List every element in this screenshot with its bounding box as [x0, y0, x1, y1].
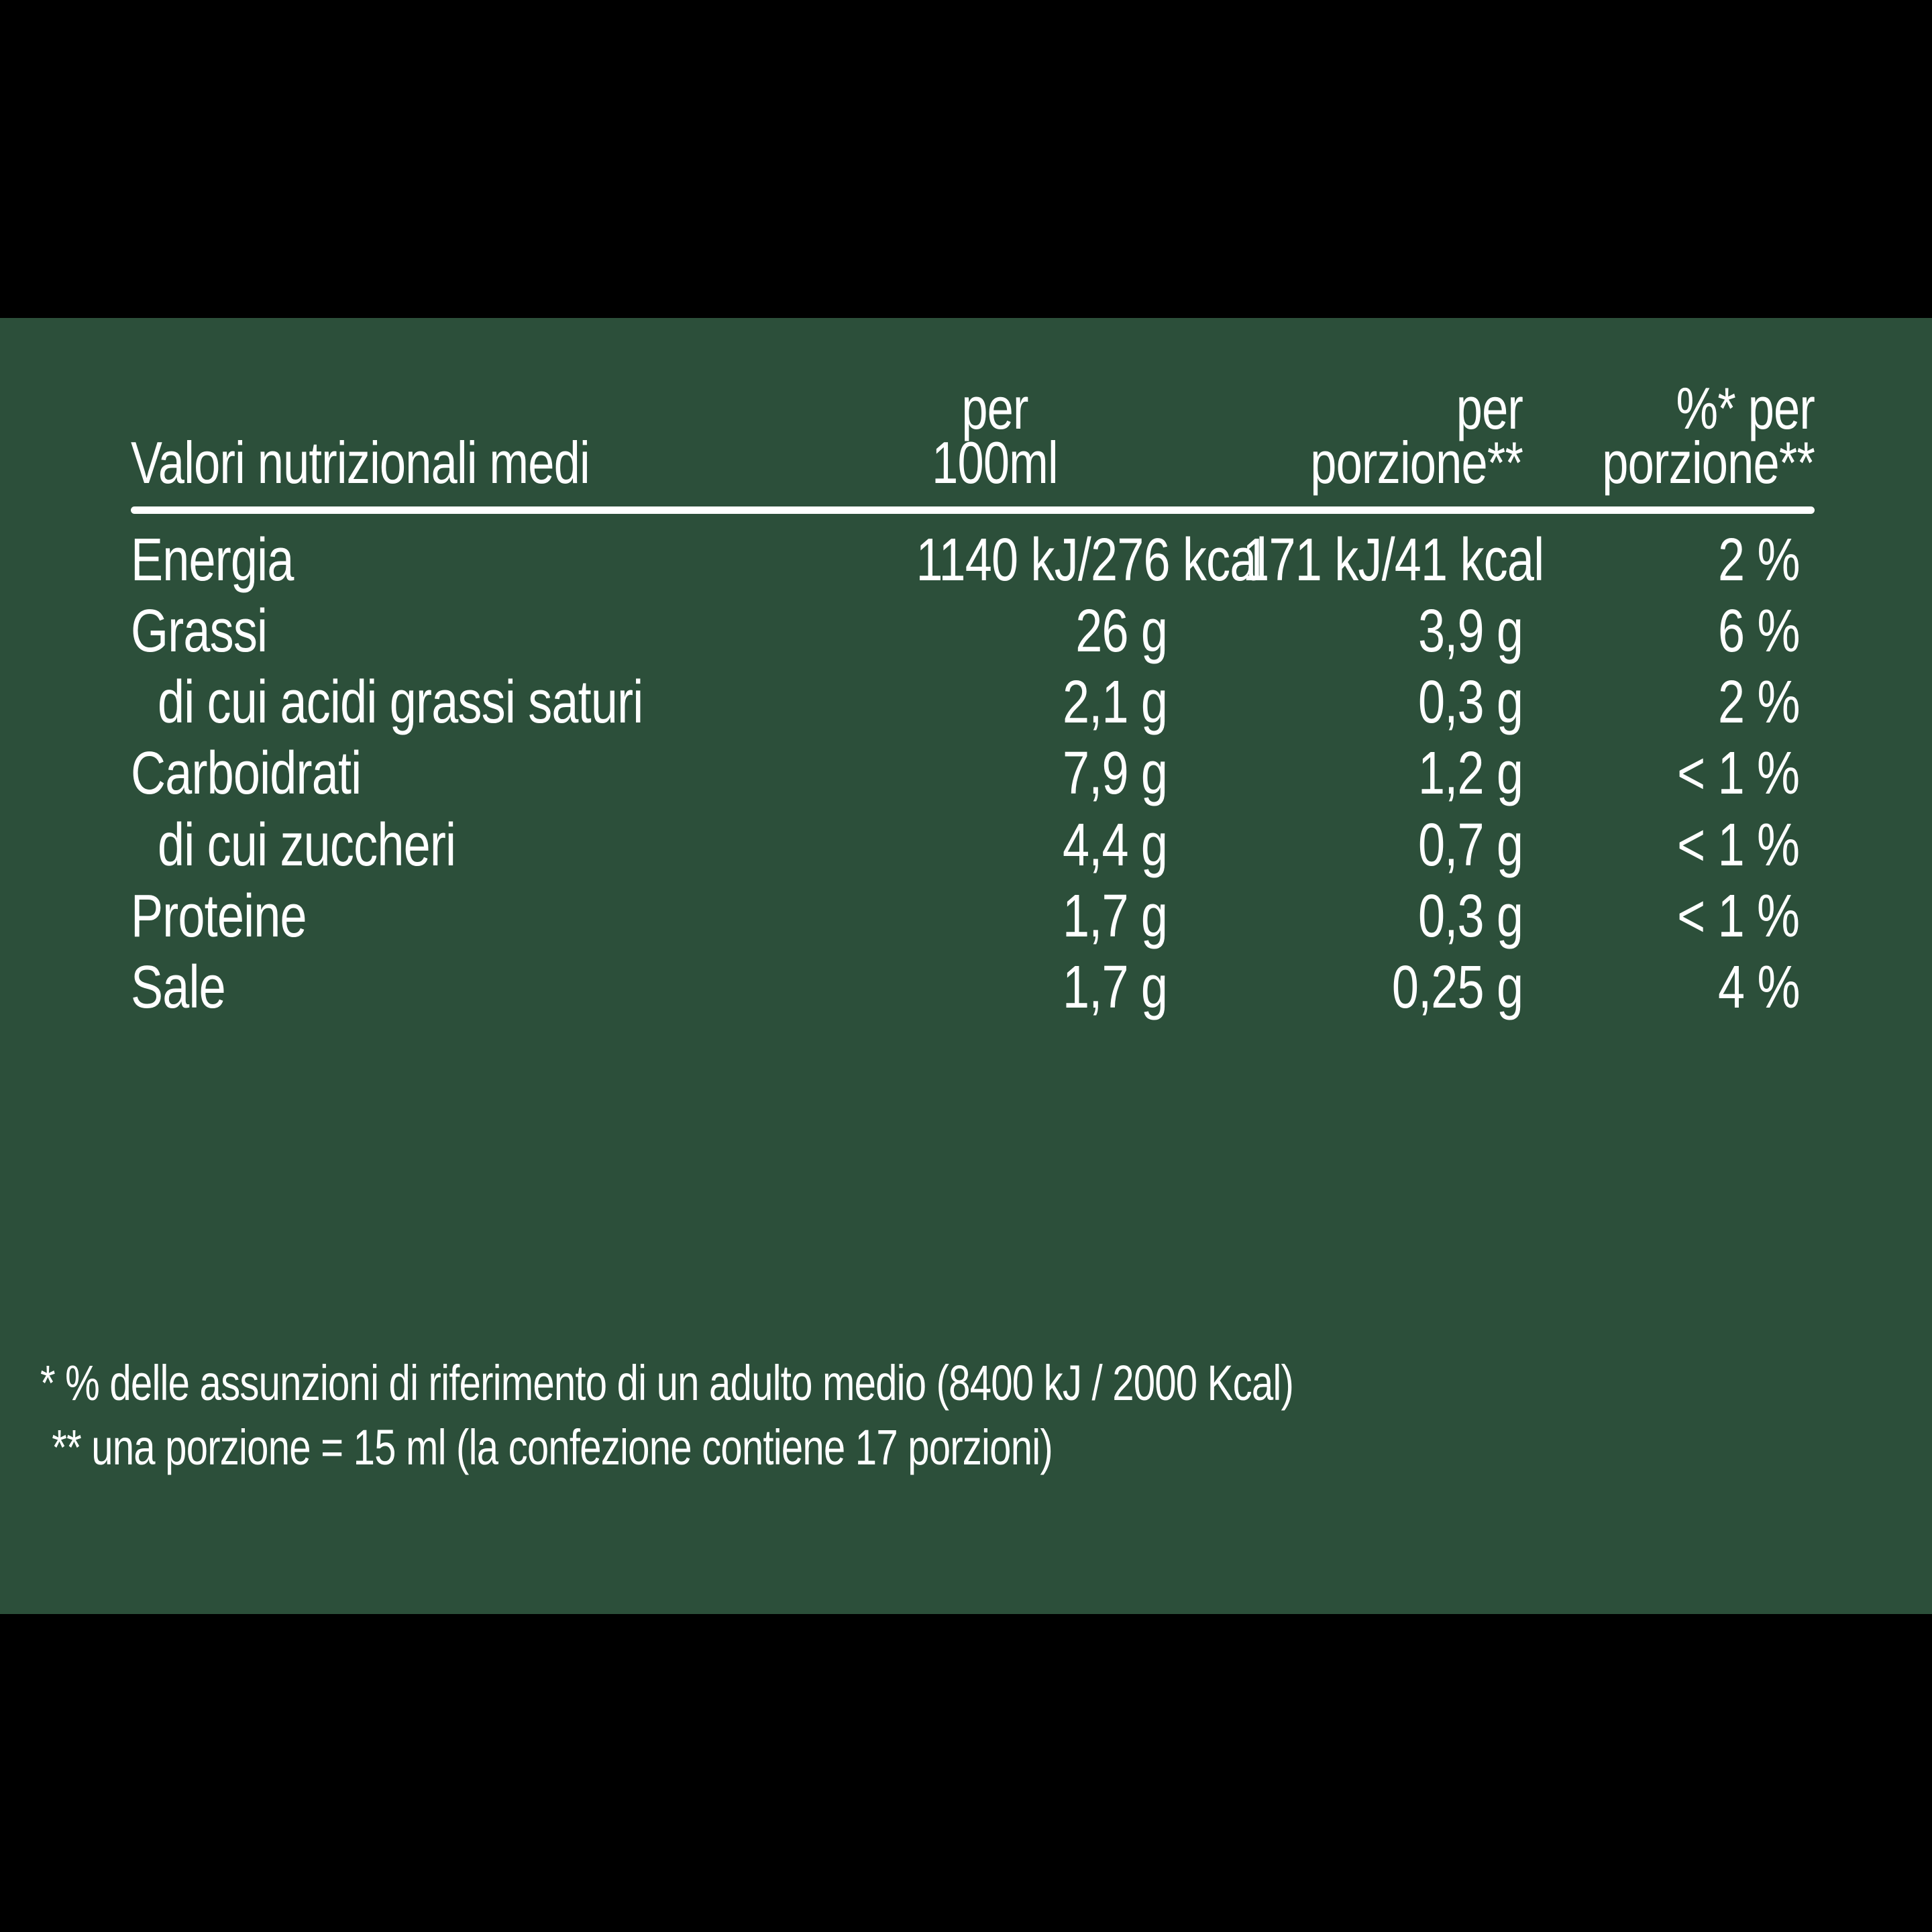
table-title-line2: medi — [489, 429, 590, 496]
value-per-porzione: 0,3 g — [1167, 881, 1523, 952]
footnote-portion-size-text: ** una porzione = 15 ml (la confezione c… — [52, 1419, 1053, 1476]
value-per-porzione-text: 171 kJ/41 kcal — [1242, 526, 1544, 594]
value-pct-per-porzione-text: 2 % — [1717, 526, 1800, 594]
header-row: Valori nutrizionali medi per 100ml per — [131, 375, 1815, 500]
nutrition-panel: Valori nutrizionali medi per 100ml per — [0, 318, 1932, 1614]
column-header-per-porzione: per porzione** — [1167, 375, 1523, 500]
value-pct-per-porzione-text: 6 % — [1717, 598, 1800, 665]
nutrient-label-text: Proteine — [131, 882, 307, 950]
value-per-porzione: 0,7 g — [1167, 810, 1523, 881]
value-per-100ml-text: 2,1 g — [1062, 669, 1168, 737]
table-row: Sale 1,7 g 0,25 g 4 % — [131, 952, 1815, 1023]
value-per-porzione-text: 1,2 g — [1417, 740, 1523, 808]
value-per-porzione-text: 0,25 g — [1391, 954, 1523, 1022]
header-divider-cell — [131, 500, 1815, 525]
value-pct-per-porzione-text: 2 % — [1717, 669, 1800, 737]
value-per-100ml-text: 1,7 g — [1062, 954, 1168, 1022]
footnote-reference-intakes-text: * % delle assunzioni di riferimento di u… — [40, 1355, 1294, 1411]
table-row: Proteine 1,7 g 0,3 g < 1 % — [131, 881, 1815, 952]
nutrient-label: di cui acidi grassi saturi — [131, 667, 828, 738]
value-pct-per-porzione: < 1 % — [1523, 810, 1815, 881]
table-title-line1: Valori nutrizionali — [131, 429, 477, 496]
nutrient-label: Grassi — [131, 596, 828, 667]
footnote-reference-intakes: * % delle assunzioni di riferimento di u… — [40, 1351, 1919, 1415]
value-pct-per-porzione-text: < 1 % — [1677, 811, 1800, 879]
nutrient-label: Sale — [131, 952, 828, 1023]
column-header-per-100ml-line1: per — [961, 375, 1028, 441]
value-per-100ml: 26 g — [828, 596, 1168, 667]
header-divider-rule — [131, 506, 1815, 514]
value-per-100ml-text: 4,4 g — [1062, 811, 1168, 879]
value-per-100ml: 4,4 g — [828, 810, 1168, 881]
value-per-porzione: 1,2 g — [1167, 738, 1523, 809]
nutrition-table: Valori nutrizionali medi per 100ml per — [131, 375, 1815, 1023]
table-title: Valori nutrizionali medi — [131, 382, 689, 500]
footnote-portion-size: ** una porzione = 15 ml (la confezione c… — [40, 1415, 1919, 1480]
value-per-porzione-text: 3,9 g — [1417, 598, 1523, 665]
value-pct-per-porzione: 2 % — [1523, 667, 1815, 738]
nutrient-label-text: di cui acidi grassi saturi — [158, 669, 643, 737]
value-pct-per-porzione: 2 % — [1523, 525, 1815, 596]
value-pct-per-porzione-text: < 1 % — [1677, 740, 1800, 808]
column-header-per-porzione-line2: porzione** — [1310, 429, 1523, 496]
value-pct-per-porzione: < 1 % — [1523, 738, 1815, 809]
value-per-porzione: 0,3 g — [1167, 667, 1523, 738]
nutrient-label: Carboidrati — [131, 738, 828, 809]
nutrient-label: di cui zuccheri — [131, 810, 828, 881]
value-per-porzione-text: 0,3 g — [1417, 882, 1523, 950]
footnotes: * % delle assunzioni di riferimento di u… — [40, 1351, 1919, 1480]
value-per-porzione: 171 kJ/41 kcal — [1167, 525, 1544, 596]
column-header-pct-per-porzione-line2: porzione** — [1602, 429, 1815, 496]
table-body: Energia 1140 kJ/276 kcal 171 kJ/41 kcal 2 %… — [131, 525, 1815, 1023]
value-per-100ml: 1140 kJ/276 kcal — [828, 525, 1267, 596]
table-row: Carboidrati 7,9 g 1,2 g < 1 % — [131, 738, 1815, 809]
column-header-pct-per-porzione: %* per porzione** — [1523, 375, 1815, 500]
nutrient-label-text: Sale — [131, 954, 226, 1022]
value-per-100ml-text: 1,7 g — [1062, 882, 1168, 950]
nutrient-label: Energia — [131, 525, 828, 596]
column-header-per-100ml-line2: 100ml — [932, 429, 1059, 496]
value-pct-per-porzione-text: 4 % — [1717, 954, 1800, 1022]
header-divider-row — [131, 500, 1815, 525]
value-per-porzione-text: 0,7 g — [1417, 811, 1523, 879]
value-pct-per-porzione: 6 % — [1523, 596, 1815, 667]
column-header-per-porzione-line1: per — [1456, 375, 1523, 441]
value-per-100ml: 7,9 g — [828, 738, 1168, 809]
value-per-porzione: 3,9 g — [1167, 596, 1523, 667]
column-header-pct-per-porzione-line1: %* per — [1676, 375, 1815, 441]
nutrient-label-text: Energia — [131, 526, 294, 594]
value-per-100ml-text: 7,9 g — [1062, 740, 1168, 808]
value-pct-per-porzione: 4 % — [1523, 952, 1815, 1023]
table-row: Energia 1140 kJ/276 kcal 171 kJ/41 kcal 2 % — [131, 525, 1815, 596]
column-header-per-100ml: per 100ml — [828, 375, 1167, 500]
value-per-100ml: 1,7 g — [828, 881, 1168, 952]
nutrient-label: Proteine — [131, 881, 828, 952]
value-per-100ml: 2,1 g — [828, 667, 1168, 738]
value-pct-per-porzione: < 1 % — [1523, 881, 1815, 952]
table-row: di cui zuccheri 4,4 g 0,7 g < 1 % — [131, 810, 1815, 881]
value-per-100ml-text: 1140 kJ/276 kcal — [916, 526, 1267, 594]
value-pct-per-porzione-text: < 1 % — [1677, 882, 1800, 950]
nutrient-label-text: di cui zuccheri — [158, 811, 456, 879]
table-row: Grassi 26 g 3,9 g 6 % — [131, 596, 1815, 667]
table-row: di cui acidi grassi saturi 2,1 g 0,3 g 2 % — [131, 667, 1815, 738]
nutrition-table-wrap: Valori nutrizionali medi per 100ml per — [131, 375, 1815, 1023]
table-header: Valori nutrizionali medi per 100ml per — [131, 375, 1815, 525]
value-per-100ml: 1,7 g — [828, 952, 1168, 1023]
nutrient-label-text: Carboidrati — [131, 740, 362, 808]
value-per-100ml-text: 26 g — [1075, 598, 1168, 665]
value-per-porzione-text: 0,3 g — [1417, 669, 1523, 737]
value-per-porzione: 0,25 g — [1167, 952, 1523, 1023]
nutrient-label-text: Grassi — [131, 598, 268, 665]
